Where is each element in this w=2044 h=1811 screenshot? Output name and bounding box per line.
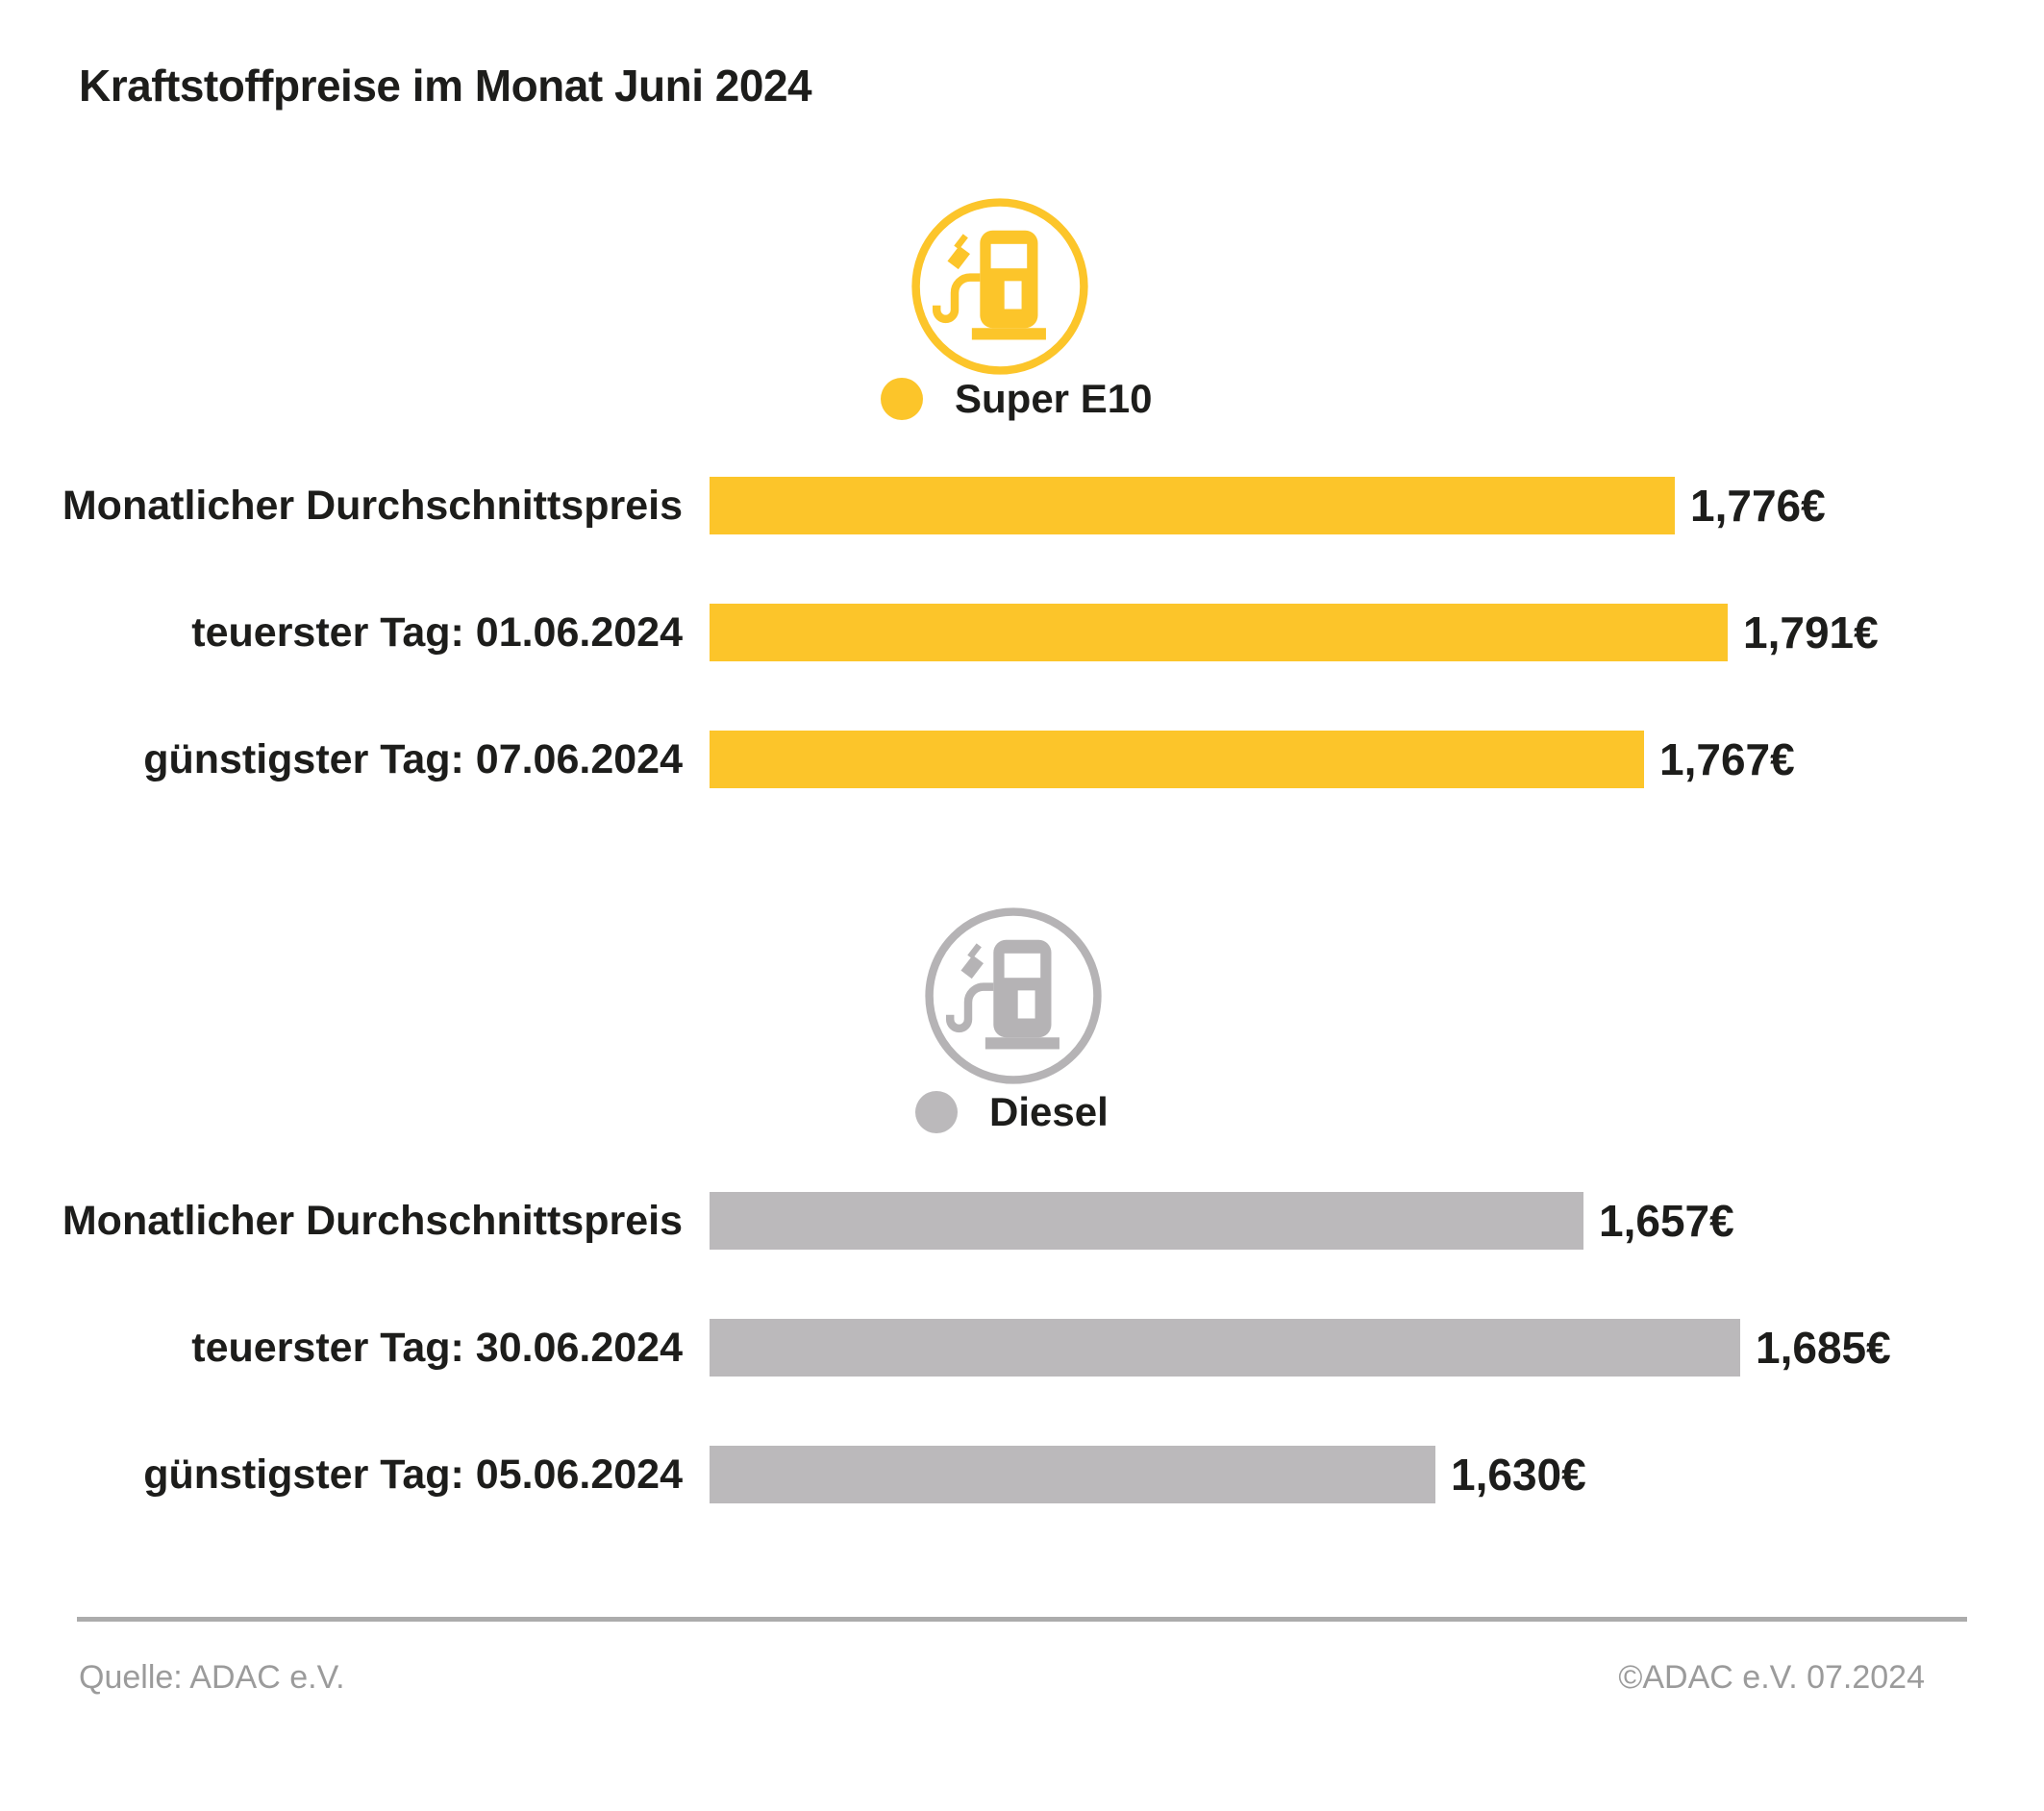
bar-row-label: Monatlicher Durchschnittspreis — [62, 483, 683, 529]
legend-super-e10: Super E10 — [881, 377, 1152, 421]
chart-title: Kraftstoffpreise im Monat Juni 2024 — [79, 61, 812, 111]
bar-row-label: günstigster Tag: 05.06.2024 — [143, 1451, 683, 1498]
footer-divider — [77, 1617, 1967, 1622]
legend-label-diesel: Diesel — [989, 1089, 1109, 1134]
bar-value-label: 1,776€ — [1690, 481, 1826, 531]
bar-row-label: teuerster Tag: 30.06.2024 — [191, 1325, 683, 1371]
bar-group-super-e10: Monatlicher Durchschnittspreis 1,776€ te… — [0, 477, 2044, 857]
bar-row: teuerster Tag: 01.06.2024 1,791€ — [0, 604, 2044, 661]
bar-value-label: 1,767€ — [1659, 734, 1795, 784]
bar-row-label: teuerster Tag: 01.06.2024 — [191, 609, 683, 656]
bar-row: Monatlicher Durchschnittspreis 1,657€ — [0, 1192, 2044, 1250]
bar-diesel-average — [710, 1192, 1583, 1250]
bar-value-label: 1,685€ — [1756, 1323, 1891, 1373]
bar-diesel-cheapest-day — [710, 1446, 1435, 1503]
bar-super-average — [710, 477, 1675, 534]
legend-diesel: Diesel — [915, 1090, 1109, 1134]
fuel-pump-icon — [910, 196, 1090, 377]
bar-row: Monatlicher Durchschnittspreis 1,776€ — [0, 477, 2044, 534]
bar-row: teuerster Tag: 30.06.2024 1,685€ — [0, 1319, 2044, 1377]
legend-label-super-e10: Super E10 — [955, 376, 1153, 421]
legend-dot-diesel — [915, 1091, 958, 1133]
bar-row: günstigster Tag: 05.06.2024 1,630€ — [0, 1446, 2044, 1503]
bar-super-most-expensive-day — [710, 604, 1728, 661]
bar-value-label: 1,657€ — [1599, 1196, 1734, 1246]
bar-row-label: Monatlicher Durchschnittspreis — [62, 1198, 683, 1244]
bar-diesel-most-expensive-day — [710, 1319, 1740, 1377]
bar-super-cheapest-day — [710, 731, 1644, 788]
bar-value-label: 1,630€ — [1451, 1450, 1586, 1500]
bar-row: günstigster Tag: 07.06.2024 1,767€ — [0, 731, 2044, 788]
fuel-pump-icon — [923, 906, 1104, 1086]
legend-dot-super-e10 — [881, 378, 923, 420]
bar-group-diesel: Monatlicher Durchschnittspreis 1,657€ te… — [0, 1192, 2044, 1573]
copyright-note: ©ADAC e.V. 07.2024 — [1618, 1659, 1925, 1696]
source-note: Quelle: ADAC e.V. — [79, 1659, 345, 1696]
bar-row-label: günstigster Tag: 07.06.2024 — [143, 736, 683, 782]
bar-value-label: 1,791€ — [1743, 608, 1879, 657]
